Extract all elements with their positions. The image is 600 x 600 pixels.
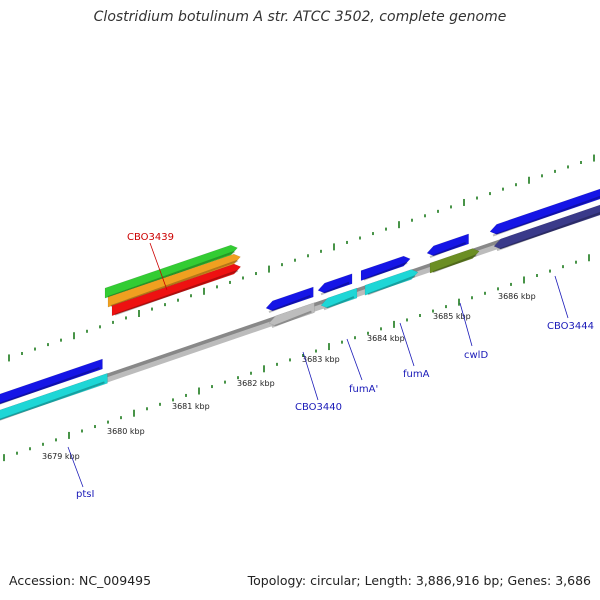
CBO3439-leader: [149, 242, 168, 291]
gene-feature-shading: [496, 211, 600, 252]
gene-feature-shading: [271, 310, 312, 329]
gene-feature-arrow[interactable]: [489, 188, 600, 235]
gene-feature-arrow[interactable]: [320, 287, 358, 309]
gene-label-CBO3439[interactable]: CBO3439: [127, 232, 174, 243]
kbp-label: 3679 kbp: [42, 452, 80, 461]
gene-feature-arrow[interactable]: [493, 202, 600, 250]
gene-feature-shading: [492, 195, 600, 237]
gene-feature-shading: [367, 275, 416, 296]
gene-label-fumA-prime[interactable]: fumA': [349, 384, 378, 395]
map-title: Clostridium botulinum A str. ATCC 3502, …: [93, 9, 507, 25]
gene-feature-arrow[interactable]: [0, 372, 108, 426]
gene-feature-arrow[interactable]: [317, 273, 353, 294]
gene-feature-shading: [432, 254, 477, 274]
gene-label-ptsI[interactable]: ptsI: [76, 489, 94, 500]
kbp-label: 3680 kbp: [107, 427, 145, 436]
gene-feature-shading: [320, 281, 350, 296]
gene-feature-shading: [114, 269, 239, 316]
gene-feature-arrow[interactable]: [426, 233, 469, 257]
gene-feature-arrow[interactable]: [111, 263, 242, 317]
CBO3440-leader: [302, 351, 319, 401]
gene-feature-shading: [363, 261, 408, 281]
kbp-label: 3681 kbp: [172, 402, 210, 411]
gene-feature-arrow[interactable]: [429, 248, 480, 274]
kbp-label: 3683 kbp: [302, 355, 340, 364]
accession-text: Accession: NC_009495: [9, 573, 152, 588]
gene-label-fumA[interactable]: fumA: [403, 369, 430, 380]
gene-feature-arrow[interactable]: [268, 302, 315, 327]
gene-feature-arrow[interactable]: [0, 358, 103, 412]
gene-feature-arrow[interactable]: [107, 253, 241, 308]
gene-feature-shading: [323, 296, 355, 311]
ptsI-leader: [67, 446, 84, 488]
cwlD-leader: [459, 302, 473, 347]
gene-feature-shading: [268, 295, 311, 314]
CBO3444-leader: [554, 275, 569, 319]
gene-feature-shading: [429, 241, 467, 259]
gene-feature-shading: [0, 381, 105, 421]
gene-label-CBO3440[interactable]: CBO3440: [295, 402, 342, 413]
gene-feature-arrow[interactable]: [364, 269, 419, 296]
gene-label-CBO3444[interactable]: CBO3444: [547, 321, 594, 332]
upper-tick-axis: [0, 160, 600, 361]
kbp-label: 3684 kbp: [367, 334, 405, 343]
gene-feature-arrow[interactable]: [104, 244, 238, 299]
fumA-leader: [399, 322, 415, 367]
gene-feature-shading: [0, 367, 100, 405]
gene-feature-shading: [110, 259, 238, 308]
gene-feature-arrow[interactable]: [265, 286, 314, 312]
fumA-prime-leader: [346, 338, 363, 381]
topology-text: Topology: circular; Length: 3,886,916 bp…: [247, 573, 591, 588]
kbp-label: 3686 kbp: [498, 292, 536, 301]
gene-label-cwlD[interactable]: cwlD: [464, 350, 488, 361]
kbp-label: 3682 kbp: [237, 379, 275, 388]
kbp-label: 3685 kbp: [433, 312, 471, 321]
gene-feature-arrow[interactable]: [360, 255, 411, 282]
gene-feature-shading: [107, 250, 235, 299]
